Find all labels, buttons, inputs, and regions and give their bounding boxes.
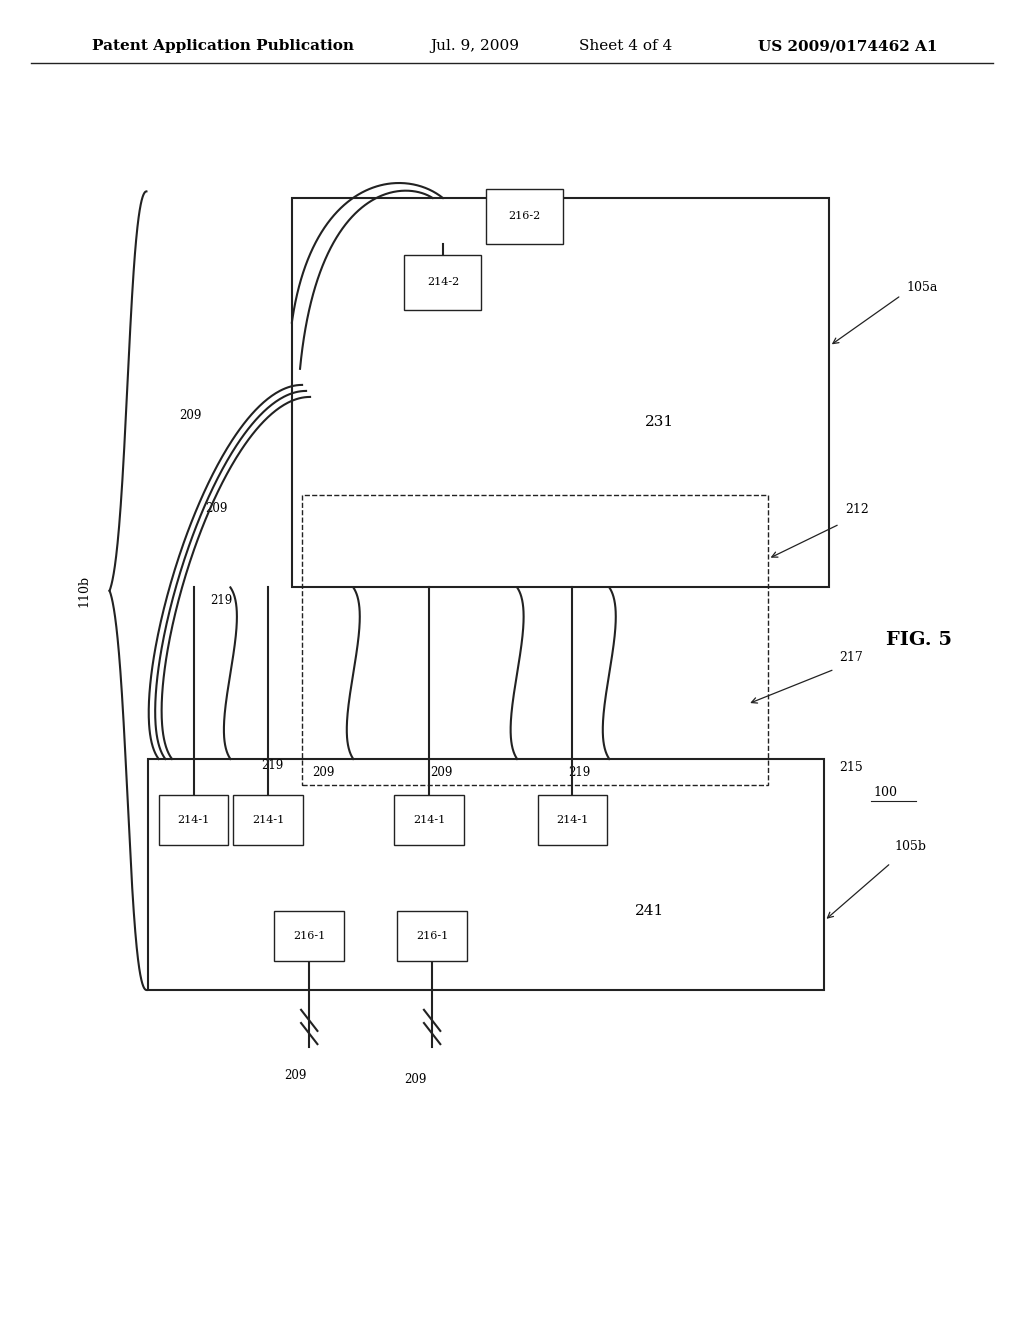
- Bar: [486, 189, 563, 244]
- Bar: [292, 198, 829, 587]
- Text: 214-1: 214-1: [177, 814, 210, 825]
- Text: 231: 231: [645, 416, 674, 429]
- Bar: [274, 911, 344, 961]
- Text: 219: 219: [568, 766, 591, 779]
- Text: 100: 100: [873, 785, 897, 799]
- Text: Sheet 4 of 4: Sheet 4 of 4: [579, 40, 672, 53]
- Bar: [148, 759, 824, 990]
- Bar: [302, 495, 768, 785]
- Text: 216-1: 216-1: [416, 931, 449, 941]
- Bar: [233, 795, 303, 845]
- Text: 209: 209: [285, 1069, 307, 1082]
- Bar: [538, 795, 607, 845]
- Text: US 2009/0174462 A1: US 2009/0174462 A1: [758, 40, 937, 53]
- Text: 209: 209: [179, 409, 202, 422]
- Text: 214-1: 214-1: [556, 814, 589, 825]
- Text: 105b: 105b: [894, 841, 926, 853]
- Text: 219: 219: [261, 759, 284, 772]
- Text: 110b: 110b: [78, 574, 90, 607]
- Text: 214-1: 214-1: [413, 814, 445, 825]
- Bar: [397, 911, 467, 961]
- Text: 105a: 105a: [906, 281, 938, 294]
- Text: FIG. 5: FIG. 5: [886, 631, 951, 649]
- Text: 209: 209: [430, 766, 453, 779]
- Text: 216-1: 216-1: [293, 931, 326, 941]
- Text: 219: 219: [210, 594, 232, 607]
- Text: 214-2: 214-2: [427, 277, 459, 288]
- Text: 209: 209: [205, 502, 227, 515]
- Text: Patent Application Publication: Patent Application Publication: [92, 40, 354, 53]
- Text: 212: 212: [845, 503, 868, 516]
- Text: 241: 241: [635, 904, 665, 917]
- Text: 215: 215: [840, 762, 863, 775]
- Bar: [159, 795, 228, 845]
- Text: 216-2: 216-2: [509, 211, 541, 222]
- Text: Jul. 9, 2009: Jul. 9, 2009: [430, 40, 519, 53]
- Text: 214-1: 214-1: [252, 814, 285, 825]
- Bar: [394, 795, 464, 845]
- Text: 209: 209: [404, 1073, 427, 1086]
- Text: 217: 217: [840, 651, 863, 664]
- Bar: [404, 255, 481, 310]
- Text: 209: 209: [312, 766, 335, 779]
